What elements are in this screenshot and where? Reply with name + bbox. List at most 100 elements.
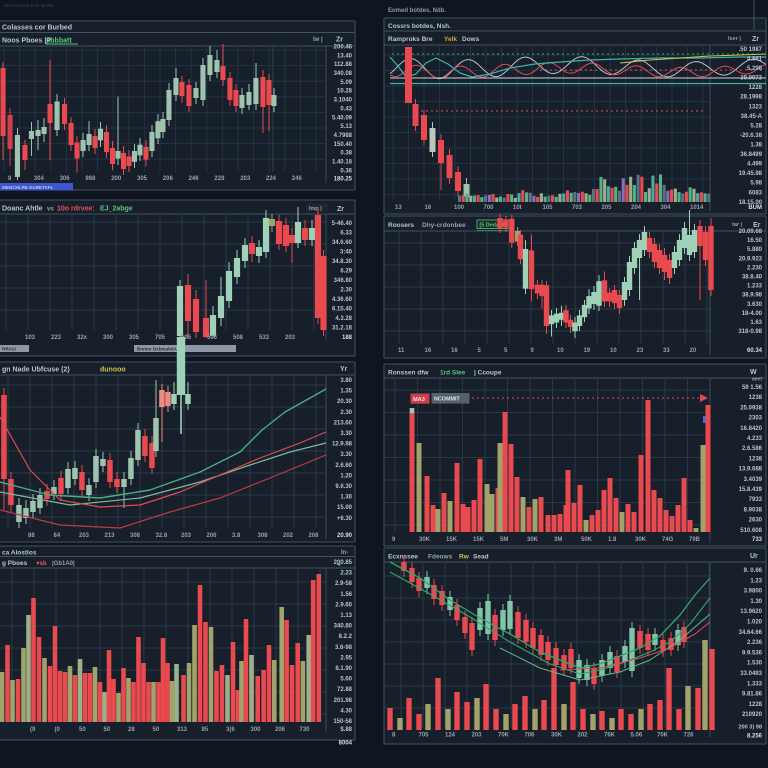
svg-text:1228: 1228 (749, 702, 763, 708)
svg-text:2.6.60: 2.6.60 (335, 463, 352, 469)
svg-text:7933: 7933 (749, 497, 763, 503)
svg-text:5: 5 (504, 348, 508, 354)
svg-text:EJ_2abge: EJ_2abge (100, 206, 133, 213)
svg-text:706: 706 (525, 733, 536, 739)
svg-text:WAANYLIOLE M. BLM|=: WAANYLIOLE M. BLM|= (4, 3, 55, 8)
svg-text:313: 313 (177, 727, 188, 733)
svg-text:Dhy-crdonbee: Dhy-crdonbee (422, 222, 466, 229)
svg-text:W: W (750, 369, 757, 376)
svg-text:1.233: 1.233 (747, 284, 763, 290)
svg-text:2.30: 2.30 (340, 410, 352, 416)
svg-text:18-4.00: 18-4.00 (742, 311, 763, 317)
svg-text:$.88: $.88 (340, 727, 352, 733)
svg-text:5: 5 (478, 348, 482, 354)
svg-text:(9: (9 (30, 727, 36, 733)
svg-text:208: 208 (309, 533, 320, 539)
svg-text:RRA2!: RRA2! (2, 347, 17, 352)
svg-text:1238: 1238 (749, 456, 763, 462)
svg-text:84: 84 (54, 533, 61, 539)
svg-text:In-: In- (341, 550, 348, 556)
svg-text:8: 8 (8, 176, 12, 182)
svg-text:10: 10 (557, 348, 564, 354)
svg-text:[5 Dedabbd: [5 Dedabbd (480, 223, 509, 229)
svg-text:50: 50 (153, 727, 160, 733)
svg-text:15K: 15K (446, 537, 458, 543)
svg-text:202: 202 (283, 533, 294, 539)
svg-text:246: 246 (292, 176, 303, 182)
svg-text:346.80: 346.80 (334, 278, 353, 284)
svg-text:74G: 74G (662, 537, 674, 543)
svg-text:5M: 5M (500, 537, 508, 543)
svg-text:Imp |: Imp | (309, 206, 322, 212)
svg-text:3.80: 3.80 (340, 378, 352, 384)
svg-text:Zr: Zr (336, 37, 343, 44)
svg-text:10: 10 (610, 348, 617, 354)
svg-text:510.608: 510.608 (740, 528, 762, 534)
svg-text:9: 9 (531, 348, 535, 354)
svg-text:30K: 30K (635, 537, 647, 543)
svg-text:200.46: 200.46 (334, 45, 353, 51)
svg-text:703: 703 (572, 205, 583, 211)
svg-text:201.98: 201.98 (334, 698, 353, 704)
svg-text:206: 206 (275, 727, 286, 733)
svg-text:2.23: 2.23 (340, 571, 352, 577)
svg-text:Ur: Ur (750, 553, 758, 560)
svg-text:300: 300 (251, 727, 262, 733)
svg-text:20.09.68: 20.09.68 (739, 229, 763, 235)
svg-text:1.020: 1.020 (747, 620, 763, 626)
svg-text:g Pboes: g Pboes (2, 560, 28, 567)
svg-text:2630: 2630 (749, 518, 763, 524)
svg-text:3.9800: 3.9800 (744, 589, 763, 595)
svg-text:dunooo: dunooo (100, 367, 126, 374)
svg-text:0.36: 0.36 (340, 168, 352, 174)
svg-text:⌄: ⌄ (336, 561, 342, 568)
svg-text:1.63: 1.63 (750, 320, 762, 326)
svg-text:1014: 1014 (690, 205, 704, 211)
svg-text:20.30: 20.30 (337, 399, 353, 405)
svg-text:Yr: Yr (340, 366, 348, 373)
svg-text:733: 733 (752, 537, 763, 543)
svg-text:5.60: 5.60 (340, 677, 352, 683)
svg-text:13.40: 13.40 (337, 53, 353, 59)
svg-text:206: 206 (207, 533, 218, 539)
svg-text:10o rdrvee:: 10o rdrvee: (57, 206, 95, 213)
svg-text:.50 1987: .50 1987 (739, 47, 763, 53)
svg-text:2.9-58: 2.9-58 (335, 581, 353, 587)
svg-text:1.13: 1.13 (340, 613, 352, 619)
svg-text:+6.30: +6.30 (337, 516, 353, 522)
svg-text:15K: 15K (473, 537, 485, 543)
svg-text:23: 23 (637, 348, 644, 354)
svg-text:50: 50 (79, 727, 86, 733)
svg-text:15.00: 15.00 (337, 505, 353, 511)
svg-text:8004: 8004 (339, 741, 353, 747)
svg-text:112.88: 112.88 (334, 62, 353, 68)
svg-text:Iw |: Iw | (313, 37, 323, 43)
svg-text:9: 9 (392, 537, 396, 543)
svg-text:32.8: 32.8 (156, 533, 168, 539)
svg-text:8.1.90: 8.1.90 (335, 666, 352, 672)
svg-text:304: 304 (34, 176, 45, 182)
svg-text:19.45.98: 19.45.98 (739, 171, 763, 177)
svg-text:Zr: Zr (752, 36, 759, 43)
svg-text:1.40.18: 1.40.18 (332, 160, 353, 166)
svg-text:2.30: 2.30 (340, 288, 352, 294)
svg-text:4.233: 4.233 (747, 436, 763, 442)
svg-text:705: 705 (419, 733, 430, 739)
svg-text:MA3: MA3 (413, 397, 425, 403)
svg-text:705: 705 (155, 335, 166, 341)
svg-text:213: 213 (105, 533, 116, 539)
svg-text:30K: 30K (527, 537, 539, 543)
svg-text:1.23: 1.23 (750, 578, 762, 584)
svg-text:31.2.18: 31.2.18 (332, 326, 353, 332)
svg-text:15.8.439: 15.8.439 (739, 487, 763, 493)
svg-text:9.9.536: 9.9.536 (742, 650, 763, 656)
svg-text:30K: 30K (551, 733, 563, 739)
svg-text:224: 224 (266, 176, 277, 182)
svg-text:88: 88 (28, 533, 35, 539)
svg-text:5-46.40: 5-46.40 (332, 221, 353, 227)
svg-text:203: 203 (285, 335, 296, 341)
svg-text:34.6.60: 34.6.60 (332, 240, 353, 246)
svg-text:2.230: 2.230 (747, 265, 763, 271)
svg-text:340.80: 340.80 (334, 624, 353, 630)
svg-text:8.256: 8.256 (747, 734, 763, 740)
